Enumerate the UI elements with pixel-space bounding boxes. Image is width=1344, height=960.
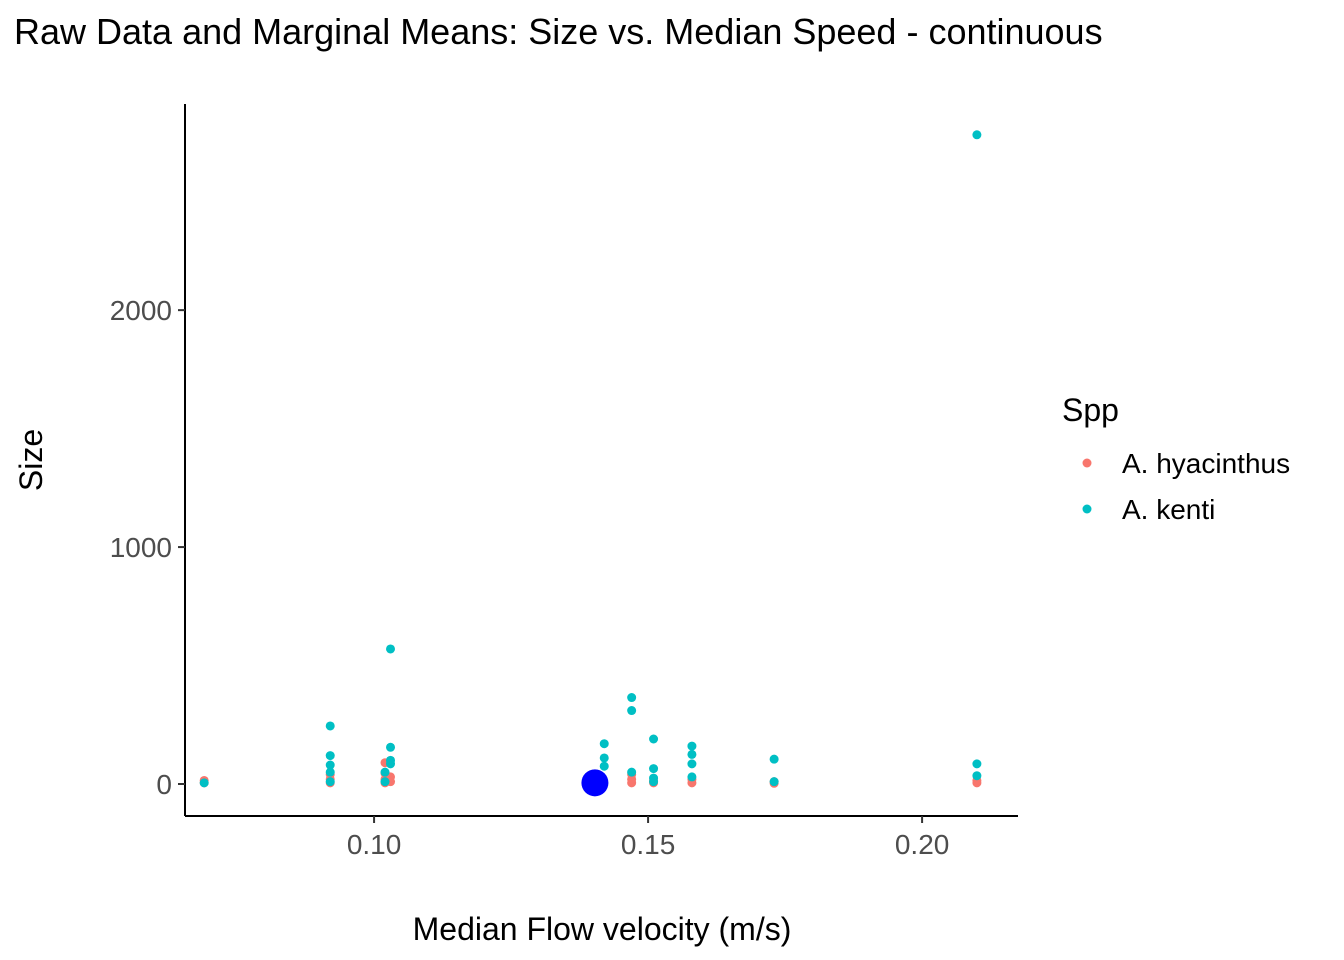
data-point-a-kenti [325,721,335,731]
x-tick-label: 0.20 [895,829,950,860]
plot-area: 0.10 0.15 0.20 0 1000 2000 [110,104,1018,860]
data-point-a-kenti [649,734,659,744]
y-tick-label: 2000 [110,295,172,326]
data-point-a-kenti [972,759,982,769]
marginal-mean-point [581,769,609,797]
data-point-a-kenti [687,749,697,759]
data-point-a-kenti [386,644,396,654]
data-point-a-kenti [627,767,637,777]
data-point-a-kenti [599,753,609,763]
data-point-a-kenti [649,764,659,774]
legend-title: Spp [1062,392,1119,428]
data-point-a-kenti [325,760,335,770]
data-points [199,130,982,788]
data-point-a-kenti [687,759,697,769]
data-point-a-kenti [972,130,982,140]
data-point-a-kenti [627,693,637,703]
y-ticks: 0 1000 2000 [110,295,185,800]
y-tick-label: 0 [156,769,172,800]
data-point-a-kenti [599,761,609,771]
x-tick-label: 0.10 [347,829,402,860]
legend-key [1082,504,1092,514]
data-point-a-kenti [627,706,637,716]
legend-label: A. hyacinthus [1122,448,1290,479]
x-tick-label: 0.15 [621,829,676,860]
data-point-a-kenti [687,772,697,782]
data-point-a-kenti [380,767,390,777]
legend-key [1082,458,1092,468]
x-axis-label: Median Flow velocity (m/s) [413,911,792,947]
legend: Spp A. hyacinthus A. kenti [1062,392,1290,525]
data-point-a-kenti [599,739,609,749]
data-point-a-kenti [325,767,335,777]
data-point-a-kenti [649,773,659,783]
data-point-a-kenti [325,751,335,761]
y-tick-label: 1000 [110,532,172,563]
legend-label: A. kenti [1122,494,1215,525]
x-ticks: 0.10 0.15 0.20 [347,816,950,860]
y-axis-label: Size [13,429,49,491]
chart-title: Raw Data and Marginal Means: Size vs. Me… [14,11,1103,52]
legend-entries: A. hyacinthus A. kenti [1082,448,1290,525]
data-point-a-kenti [325,777,335,787]
data-point-a-kenti [687,741,697,751]
marginal-mean-layer [581,769,609,797]
data-point-a-kenti [769,777,779,787]
data-point-a-kenti [380,777,390,787]
data-point-a-kenti [386,755,396,765]
data-point-a-kenti [386,742,396,752]
data-point-a-kenti [972,771,982,781]
data-point-a-kenti [199,778,209,788]
data-point-a-kenti [769,754,779,764]
